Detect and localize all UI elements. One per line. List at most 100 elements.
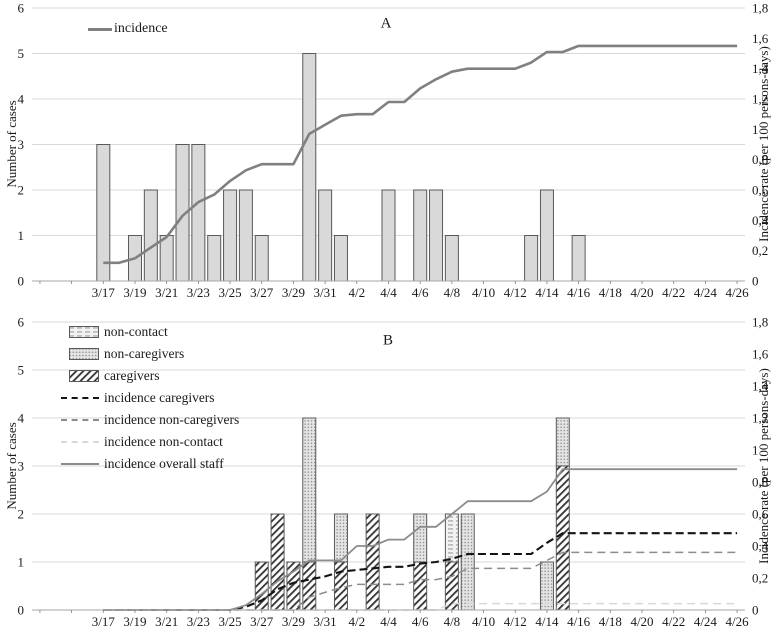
y-left-tick-label: 4 (18, 92, 25, 107)
x-tick-label: 3/27 (250, 285, 274, 300)
y-right-tick-label: 1,6 (752, 31, 769, 46)
bar-cases-3/26 (238, 189, 253, 282)
y-left-tick-label: 1 (18, 228, 25, 243)
bars-layer (96, 53, 586, 282)
bar-caregivers-3/30 (302, 561, 317, 611)
y-right-labels: 0 0,2 0,4 0,6 0,8 1 1,2 1,4 1,6 1,8 (752, 1, 769, 289)
y-left-tick-label: 1 (18, 555, 25, 570)
non-caregivers-bar-swatch-icon (69, 348, 99, 360)
y-left-labels: 0 1 2 3 4 5 6 (18, 1, 25, 289)
legend-label: incidence non-caregivers (104, 412, 240, 427)
bar-non-caregivers-4/6 (413, 513, 428, 563)
y-right-tick-label: 1 (752, 443, 759, 458)
bar-caregivers-4/15 (555, 465, 570, 611)
bar-caregivers-4/6 (413, 561, 428, 611)
x-tick-label: 4/24 (694, 285, 718, 300)
line-incidence-caregivers (103, 532, 738, 612)
bar-non-caregivers-4/15 (555, 417, 570, 467)
legend-label: incidence non-contact (104, 434, 223, 449)
bar-cases-3/24 (207, 235, 222, 282)
bar-cases-3/17 (96, 144, 111, 282)
bar-cases-4/7 (429, 189, 444, 282)
bar-cases-3/30 (302, 53, 317, 282)
bar-cases-4/14 (539, 189, 554, 282)
bars-layer (254, 417, 570, 611)
incidence-line-swatch-icon (88, 27, 112, 31)
bar-cases-4/6 (413, 189, 428, 282)
legend-item-incidence-overall-staff: incidence overall staff (60, 456, 239, 471)
line-incidence (103, 44, 738, 265)
y-right-tick-label: 0,6 (752, 183, 769, 198)
x-tick-label: 3/25 (218, 285, 241, 300)
x-tick-label: 4/4 (380, 614, 397, 629)
x-tick-label: 3/21 (155, 614, 178, 629)
x-tick-label: 4/20 (630, 614, 653, 629)
x-tick-label: 4/8 (444, 285, 461, 300)
y-left-tick-label: 2 (18, 507, 25, 522)
y-left-tick-label: 6 (18, 1, 25, 16)
x-tick-label: 4/8 (444, 614, 461, 629)
x-tick-label: 4/22 (662, 285, 685, 300)
y-right-labels: 0 0,2 0,4 0,6 0,8 1 1,2 1,4 1,6 1,8 (752, 315, 769, 618)
x-tick-label: 4/12 (504, 614, 527, 629)
legend-label: non-caregivers (104, 346, 185, 361)
y-right-tick-label: 1 (752, 122, 759, 137)
x-tick-label: 3/27 (250, 614, 274, 629)
bar-cases-3/23 (191, 144, 206, 282)
y-right-tick-label: 0,4 (752, 539, 769, 554)
y-right-tick-label: 1,4 (752, 379, 769, 394)
x-tick-label: 4/6 (412, 285, 429, 300)
x-tick-label: 4/24 (694, 614, 718, 629)
panel-b-legend: non-contact non-caregivers caregivers in… (60, 324, 240, 471)
y-right-tick-label: 1,2 (752, 411, 768, 426)
x-tick-label: 3/19 (123, 285, 146, 300)
legend-label-incidence: incidence (114, 21, 168, 36)
bar-cases-4/8 (444, 235, 459, 282)
x-tick-label: 3/25 (218, 614, 241, 629)
x-tick-label: 3/17 (92, 285, 116, 300)
non-contact-bar-swatch-icon (69, 326, 99, 338)
bar-cases-3/21 (159, 235, 174, 282)
x-tick-label: 4/26 (726, 285, 750, 300)
x-tick-label: 4/20 (630, 285, 653, 300)
panel-b-label: B (382, 332, 394, 349)
legend-item-incidence-non-caregivers: incidence non-caregivers (60, 412, 240, 427)
y-right-tick-label: 0,2 (752, 243, 768, 258)
x-tick-label: 3/21 (155, 285, 178, 300)
bar-cases-3/31 (318, 189, 333, 282)
x-tick-label: 3/29 (282, 285, 305, 300)
x-tick-label: 4/14 (535, 285, 559, 300)
x-tick-label: 4/6 (412, 614, 429, 629)
x-tick-label: 4/2 (348, 614, 365, 629)
y-right-tick-label: 0 (752, 274, 759, 289)
y-right-tick-label: 0,6 (752, 507, 769, 522)
y-left-tick-label: 0 (18, 603, 25, 618)
panel-a-right-axis-title: Incidence rate (per 100 persons-days) (756, 46, 771, 242)
legend-item-caregivers: caregivers (60, 368, 239, 383)
bar-cases-3/25 (223, 189, 238, 282)
x-tick-label: 4/22 (662, 614, 685, 629)
bar-non-caregivers-4/14 (539, 561, 554, 611)
y-left-tick-label: 3 (18, 459, 25, 474)
panel-a-legend: incidence (88, 21, 168, 37)
y-right-tick-label: 0 (752, 603, 759, 618)
bar-caregivers-3/27 (254, 561, 269, 611)
y-left-tick-label: 6 (18, 315, 25, 330)
legend-item-incidence-caregivers: incidence caregivers (60, 390, 239, 405)
y-right-tick-label: 1,4 (752, 61, 769, 76)
y-left-tick-label: 3 (18, 137, 25, 152)
y-right-tick-label: 0,8 (752, 475, 768, 490)
x-tick-label: 4/26 (726, 614, 750, 629)
x-tick-label: 3/29 (282, 614, 305, 629)
y-right-tick-label: 1,8 (752, 1, 768, 16)
panel-a-chart: 3/17 3/19 3/21 3/23 3/25 3/27 3/29 3/31 4/2 4/4 4/… (18, 1, 769, 301)
bar-cases-4/16 (571, 235, 586, 282)
x-axis-labels: 3/17 3/19 3/21 3/23 3/25 3/27 3/29 3/31 4/2 4/4 4/… (39, 281, 750, 300)
panel-b-right-axis-title: Incidence rate (per 100 persons-days) (756, 368, 771, 564)
x-tick-label: 4/4 (380, 285, 397, 300)
x-tick-label: 4/10 (472, 614, 495, 629)
y-left-labels: 0 1 2 3 4 5 6 (18, 315, 25, 618)
bar-cases-3/27 (254, 235, 269, 282)
bar-non-caregivers-3/30 (302, 417, 317, 563)
y-right-tick-label: 1,2 (752, 92, 768, 107)
